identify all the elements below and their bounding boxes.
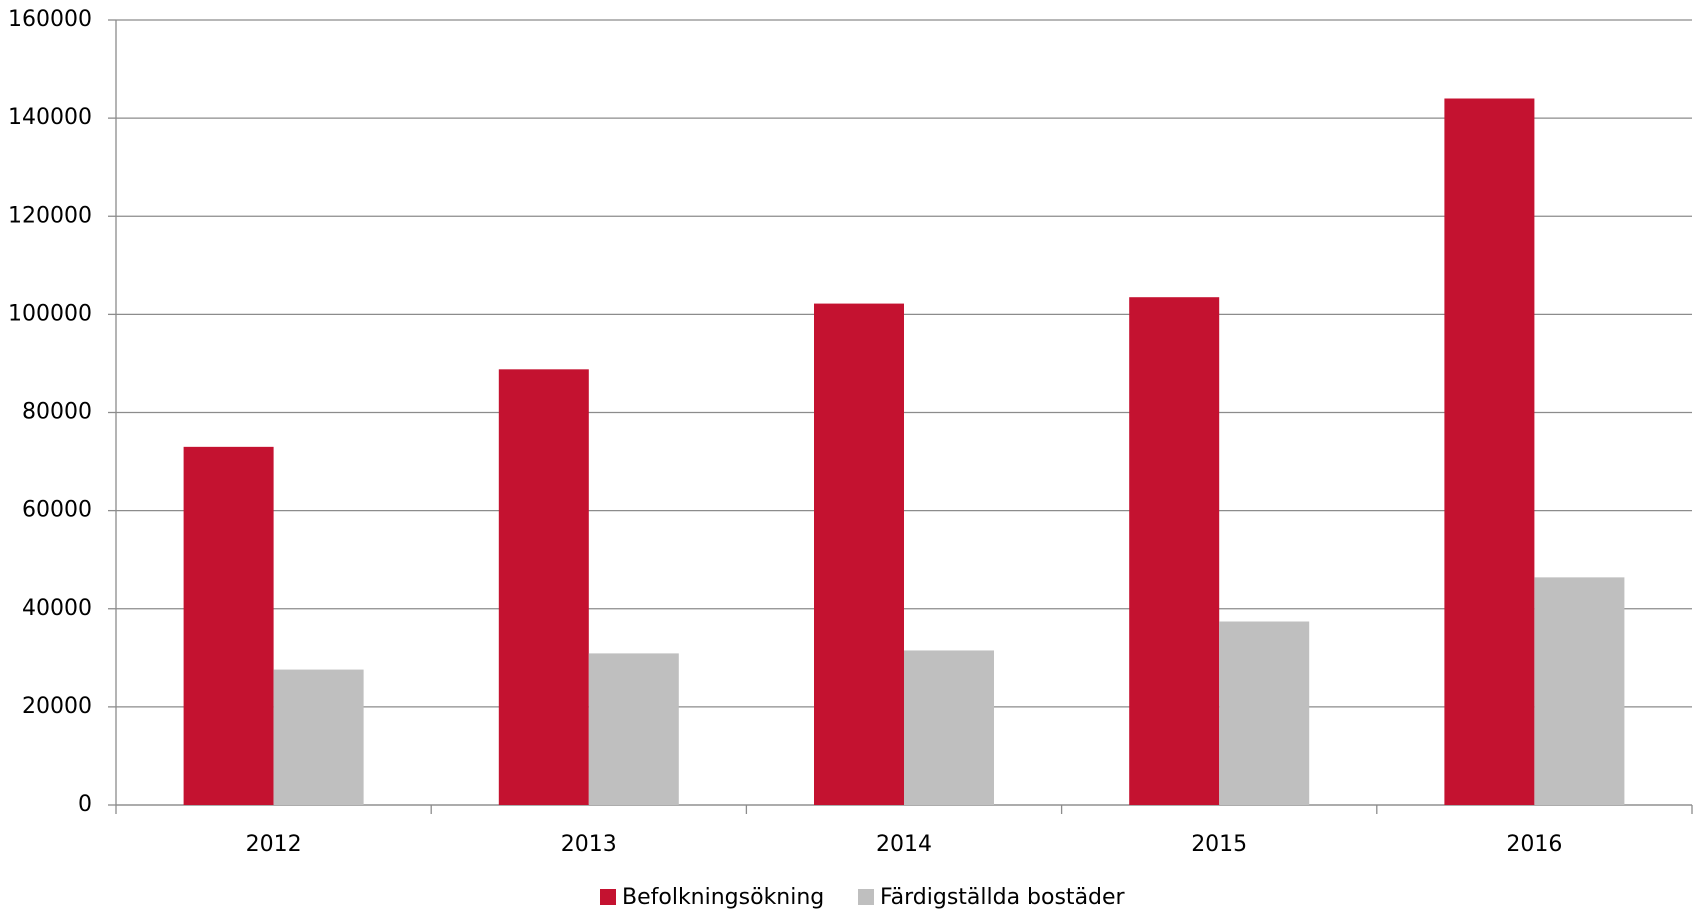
y-tick-label: 40000 [22,596,92,621]
y-tick-label: 140000 [8,105,92,130]
x-tick-label: 2012 [246,832,302,857]
bar [904,650,994,805]
x-tick-label: 2015 [1191,832,1247,857]
y-tick-label: 120000 [8,203,92,228]
y-tick-label: 60000 [22,498,92,523]
legend-swatch [858,889,874,905]
bar [1129,297,1220,805]
legend-label: Befolkningsökning [622,885,824,910]
x-tick-label: 2014 [876,832,932,857]
y-tick-label: 100000 [8,301,92,326]
bar [498,369,589,805]
bar [1444,98,1535,805]
bar [1534,577,1625,805]
y-tick-label: 160000 [8,7,92,32]
x-tick-label: 2013 [561,832,617,857]
y-tick-label: 0 [78,792,92,817]
y-tick-label: 80000 [22,400,92,425]
bar [183,446,274,805]
x-tick-label: 2016 [1506,832,1562,857]
legend-swatch [600,889,616,905]
y-tick-label: 20000 [22,694,92,719]
bar [814,303,904,805]
bar [1219,621,1310,805]
bar [273,669,364,805]
legend-label: Färdigställda bostäder [880,885,1126,910]
bar [588,653,679,805]
